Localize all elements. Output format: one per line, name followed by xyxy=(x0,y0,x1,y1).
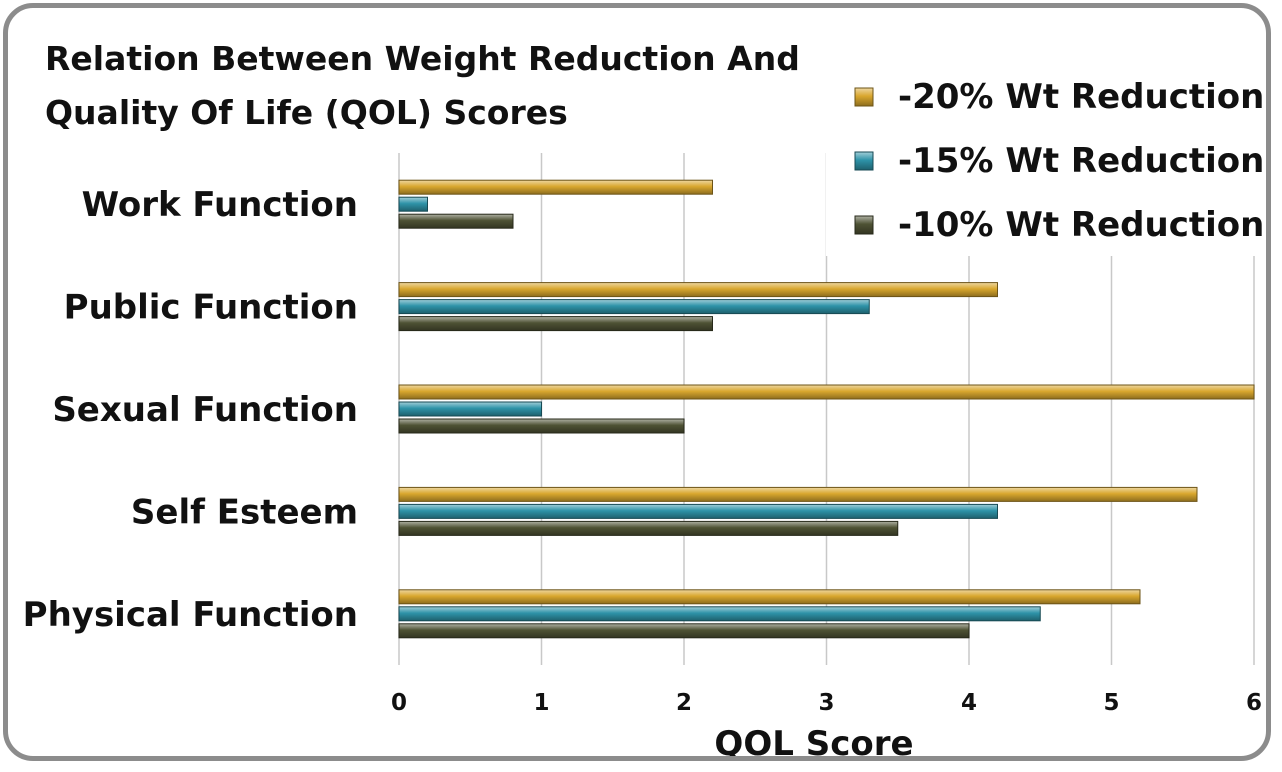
x-tick-label: 1 xyxy=(533,690,549,716)
category-label: Work Function xyxy=(82,185,358,225)
legend-background xyxy=(826,66,1260,256)
legend-label: -15% Wt Reduction xyxy=(898,141,1264,181)
chart-title-line-2: Quality Of Life (QOL) Scores xyxy=(45,93,568,132)
category-label: Physical Function xyxy=(23,595,358,635)
bar-physical-function-series-1 xyxy=(398,606,1041,622)
x-tick-label: 4 xyxy=(961,690,977,716)
labels: 0 1 2 3 4 5 6 Work Function Public Function Sexua… xyxy=(23,185,1262,716)
x-tick-label: 2 xyxy=(676,690,692,716)
x-axis-title: QOL Score xyxy=(714,724,913,761)
legend: -20% Wt Reduction -15% Wt Reduction -10% W… xyxy=(826,66,1264,256)
bar-public-function-series-1 xyxy=(398,299,870,315)
bar-self-esteem-series-2 xyxy=(398,520,899,536)
category-label: Self Esteem xyxy=(131,492,358,532)
x-tick-label: 5 xyxy=(1103,690,1119,716)
legend-label: -10% Wt Reduction xyxy=(898,205,1264,245)
bar-work-function-series-0 xyxy=(398,179,713,195)
bars xyxy=(398,179,1255,639)
category-label: Public Function xyxy=(64,288,358,328)
legend-swatch xyxy=(854,215,874,235)
x-tick-label: 0 xyxy=(391,690,407,716)
chart-title-line-1: Relation Between Weight Reduction And xyxy=(45,39,800,78)
chart-frame: 0 1 2 3 4 5 6 Work Function Public Function Sexua… xyxy=(3,3,1271,761)
bar-work-function-series-2 xyxy=(398,213,514,229)
bar-public-function-series-2 xyxy=(398,316,713,332)
legend-label: -20% Wt Reduction xyxy=(898,77,1264,117)
bar-sexual-function-series-2 xyxy=(398,418,685,434)
x-tick-label: 3 xyxy=(818,690,834,716)
legend-swatch xyxy=(854,151,874,171)
bar-sexual-function-series-0 xyxy=(398,384,1255,400)
bar-physical-function-series-2 xyxy=(398,623,970,639)
bar-sexual-function-series-1 xyxy=(398,401,542,417)
legend-swatch xyxy=(854,87,874,107)
bar-work-function-series-1 xyxy=(398,196,428,212)
bar-physical-function-series-0 xyxy=(398,589,1141,605)
x-tick-label: 6 xyxy=(1246,690,1262,716)
bar-public-function-series-0 xyxy=(398,282,998,298)
bar-chart: 0 1 2 3 4 5 6 Work Function Public Function Sexua… xyxy=(23,39,1265,761)
bar-self-esteem-series-1 xyxy=(398,503,998,519)
category-label: Sexual Function xyxy=(52,390,358,430)
bar-self-esteem-series-0 xyxy=(398,486,1198,502)
